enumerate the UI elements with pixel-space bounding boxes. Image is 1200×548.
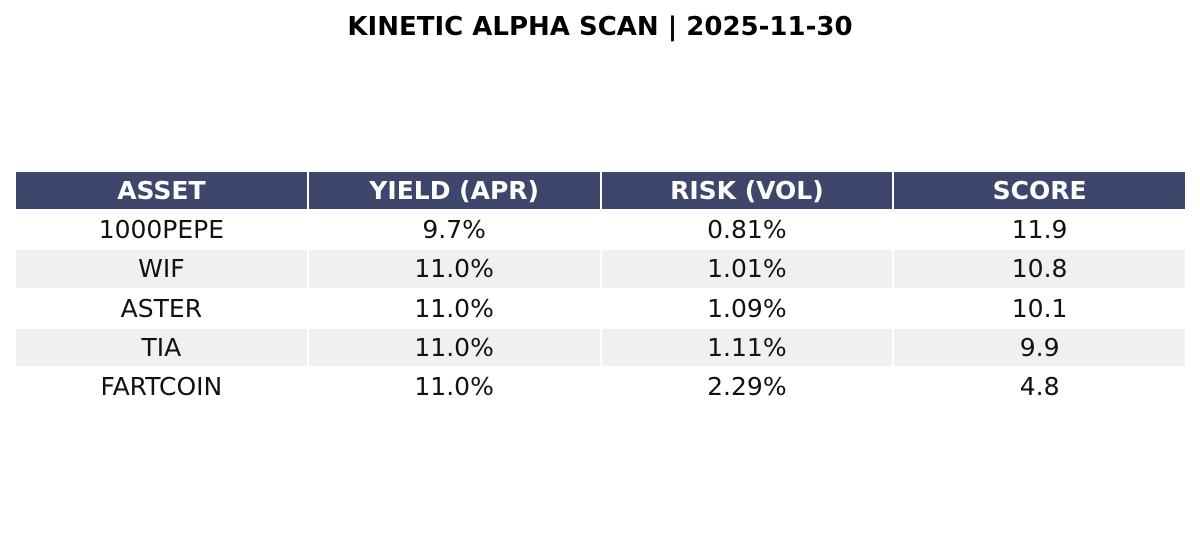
table-row: WIF 11.0% 1.01% 10.8 <box>16 250 1185 290</box>
table-header-row: ASSET YIELD (APR) RISK (VOL) SCORE <box>16 172 1185 212</box>
asset-cell: FARTCOIN <box>16 367 309 408</box>
score-cell: 4.8 <box>894 367 1185 408</box>
asset-cell: WIF <box>16 250 309 290</box>
column-header-score: SCORE <box>894 172 1185 212</box>
risk-cell: 2.29% <box>601 367 895 408</box>
risk-cell: 1.01% <box>601 250 895 290</box>
chart-title: KINETIC ALPHA SCAN | 2025-11-30 <box>347 12 853 42</box>
column-header-asset: ASSET <box>16 172 309 212</box>
asset-cell: ASTER <box>16 289 309 329</box>
risk-cell: 1.11% <box>601 328 895 368</box>
score-cell: 11.9 <box>894 211 1185 251</box>
yield-cell: 11.0% <box>308 289 602 329</box>
table-row: TIA 11.0% 1.11% 9.9 <box>16 328 1185 368</box>
column-header-risk: RISK (VOL) <box>601 172 895 212</box>
risk-cell: 1.09% <box>601 289 895 329</box>
scan-table: ASSET YIELD (APR) RISK (VOL) SCORE 1000P… <box>16 172 1185 408</box>
yield-cell: 11.0% <box>308 367 602 408</box>
table-row: FARTCOIN 11.0% 2.29% 4.8 <box>16 367 1185 408</box>
yield-cell: 11.0% <box>308 250 602 290</box>
score-cell: 10.1 <box>894 289 1185 329</box>
yield-cell: 9.7% <box>308 211 602 251</box>
score-cell: 9.9 <box>894 328 1185 368</box>
risk-cell: 0.81% <box>601 211 895 251</box>
yield-cell: 11.0% <box>308 328 602 368</box>
table-row: ASTER 11.0% 1.09% 10.1 <box>16 289 1185 329</box>
asset-cell: TIA <box>16 328 309 368</box>
table-row: 1000PEPE 9.7% 0.81% 11.9 <box>16 211 1185 251</box>
score-cell: 10.8 <box>894 250 1185 290</box>
asset-cell: 1000PEPE <box>16 211 309 251</box>
column-header-yield: YIELD (APR) <box>308 172 602 212</box>
